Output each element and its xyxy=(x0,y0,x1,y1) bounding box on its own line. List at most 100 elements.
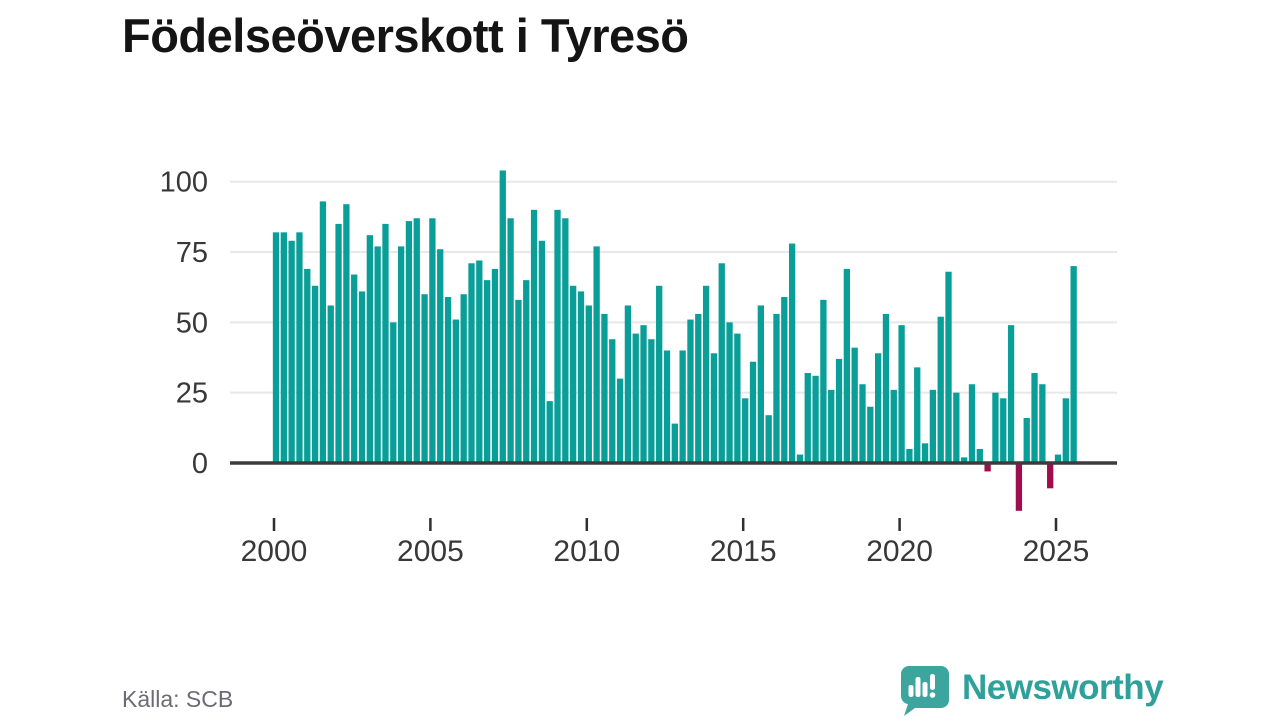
source-note: Källa: SCB xyxy=(122,686,234,712)
bar-2008 Q2 xyxy=(530,209,538,463)
bar-2006 Q1 xyxy=(460,294,467,463)
bar-2005 Q1 xyxy=(429,218,436,463)
bar-2007 Q1 xyxy=(491,268,499,463)
bar-2003 Q4 xyxy=(390,322,397,463)
bar-2009 Q1 xyxy=(554,209,561,463)
bar-2016 Q4 xyxy=(796,454,804,463)
bar-2001 Q3 xyxy=(319,201,327,463)
bar-2023 Q2 xyxy=(1000,398,1007,463)
bar-2005 Q4 xyxy=(452,319,460,463)
bar-2006 Q2 xyxy=(468,263,475,463)
y-axis-label-25: 25 xyxy=(176,378,208,410)
bar-2013 Q1 xyxy=(679,350,686,463)
bar-2019 Q3 xyxy=(882,313,890,463)
bar-2010 Q1 xyxy=(585,305,592,463)
bar-2020 Q4 xyxy=(921,443,929,463)
bar-2004 Q2 xyxy=(405,221,413,463)
bar-2010 Q3 xyxy=(601,313,608,463)
bar-2021 Q3 xyxy=(945,271,952,463)
x-axis-label-2010: 2010 xyxy=(553,535,620,568)
y-axis-label-0: 0 xyxy=(192,448,208,480)
bar-2017 Q2 xyxy=(812,375,819,463)
bar-2008 Q1 xyxy=(523,280,530,463)
brand-name: Newsworthy xyxy=(962,668,1164,707)
x-tick-2005 xyxy=(429,518,432,531)
x-tick-2000 xyxy=(272,518,276,531)
bar-2009 Q4 xyxy=(577,291,585,463)
bar-2016 Q3 xyxy=(788,243,796,463)
newsworthy-logo: Newsworthy xyxy=(898,664,1164,716)
bar-2022 Q3 xyxy=(976,448,983,464)
bar-2002 Q2 xyxy=(343,204,350,463)
bar-2009 Q2 xyxy=(562,218,569,463)
bar-2018 Q1 xyxy=(835,358,843,463)
x-axis-label-2015: 2015 xyxy=(710,535,777,568)
bar-2025 Q3 xyxy=(1070,266,1077,463)
bar-2006 Q3 xyxy=(476,260,483,463)
bar-2021 Q4 xyxy=(953,392,960,464)
bar-2015 Q4 xyxy=(765,415,772,463)
bar-2017 Q3 xyxy=(820,299,827,463)
bar-chart-glyph xyxy=(908,674,936,698)
bar-2006 Q4 xyxy=(483,280,491,463)
chart-title: Födelseöverskott i Tyresö xyxy=(122,9,689,62)
bar-2003 Q2 xyxy=(374,246,381,463)
bar-2024 Q2 xyxy=(1031,372,1038,463)
bar-2012 Q3 xyxy=(663,350,671,463)
bar-2011 Q1 xyxy=(616,378,624,463)
bar-2007 Q4 xyxy=(515,299,522,463)
bar-2014 Q4 xyxy=(734,333,741,463)
newsworthy-bubble-icon xyxy=(900,666,949,716)
bar-2000 Q1 xyxy=(272,232,280,463)
bar-2021 Q1 xyxy=(929,389,937,463)
bar-2013 Q4 xyxy=(702,285,710,463)
y-axis-label-50: 50 xyxy=(176,307,208,339)
bar-2023 Q3 xyxy=(1007,325,1015,463)
y-axis-label-100: 100 xyxy=(160,167,208,199)
bar-2003 Q1 xyxy=(366,235,373,463)
x-axis-label-2000: 2000 xyxy=(241,535,308,568)
bar-2020 Q2 xyxy=(906,448,913,464)
bar-2017 Q4 xyxy=(828,389,835,463)
bar-2002 Q3 xyxy=(351,274,358,463)
bar-2014 Q2 xyxy=(718,263,725,463)
x-axis-label-2005: 2005 xyxy=(397,535,464,568)
bar-2001 Q1 xyxy=(304,268,311,463)
bar-2007 Q2 xyxy=(499,170,506,463)
bar-2023 Q1 xyxy=(992,392,999,464)
bar-2025 Q1 xyxy=(1054,454,1062,463)
bar-2000 Q4 xyxy=(296,232,303,463)
x-tick-2015 xyxy=(741,518,745,531)
x-tick-2025 xyxy=(1054,518,1058,531)
bar-2002 Q1 xyxy=(335,223,342,463)
bar-2014 Q3 xyxy=(726,322,733,463)
x-tick-2010 xyxy=(585,518,589,531)
bar-2008 Q4 xyxy=(546,401,553,463)
bar-2012 Q2 xyxy=(656,285,663,463)
bar-2001 Q4 xyxy=(327,305,334,463)
bar-2015 Q3 xyxy=(757,305,764,463)
y-axis-label-75: 75 xyxy=(176,237,208,269)
bar-2011 Q3 xyxy=(632,333,639,463)
bar-2011 Q4 xyxy=(640,325,647,463)
bar-2003 Q3 xyxy=(382,223,389,463)
x-tick-2020 xyxy=(898,518,901,531)
bar-2010 Q4 xyxy=(609,339,616,463)
bar-2012 Q4 xyxy=(671,423,678,463)
bar-2018 Q4 xyxy=(859,384,866,463)
bar-2002 Q4 xyxy=(358,291,366,463)
bar-2023 Q4 xyxy=(1015,463,1023,511)
bar-2005 Q3 xyxy=(444,297,452,463)
bar-2022 Q2 xyxy=(968,384,976,463)
bar-2005 Q2 xyxy=(437,249,444,463)
bar-2015 Q1 xyxy=(742,398,749,463)
bar-2010 Q2 xyxy=(593,246,600,463)
bar-2004 Q4 xyxy=(421,294,428,463)
bar-2017 Q1 xyxy=(804,372,811,463)
bar-2024 Q1 xyxy=(1023,417,1030,463)
x-axis-label-2025: 2025 xyxy=(1023,535,1090,568)
bar-2019 Q2 xyxy=(874,353,882,463)
bar-2009 Q3 xyxy=(570,285,577,463)
bar-chart: 0 25 50 75 100 2000 2005 2010 2015 2020 2025 xyxy=(160,167,1117,568)
